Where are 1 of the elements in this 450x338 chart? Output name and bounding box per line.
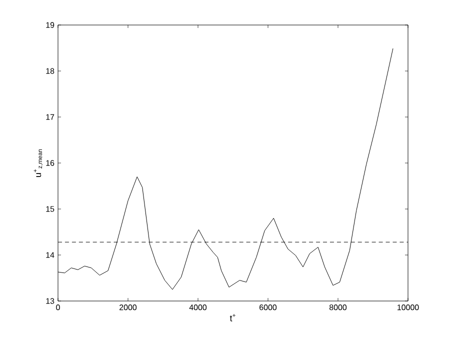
x-axis-title: t$^{+}$ xyxy=(230,314,236,322)
